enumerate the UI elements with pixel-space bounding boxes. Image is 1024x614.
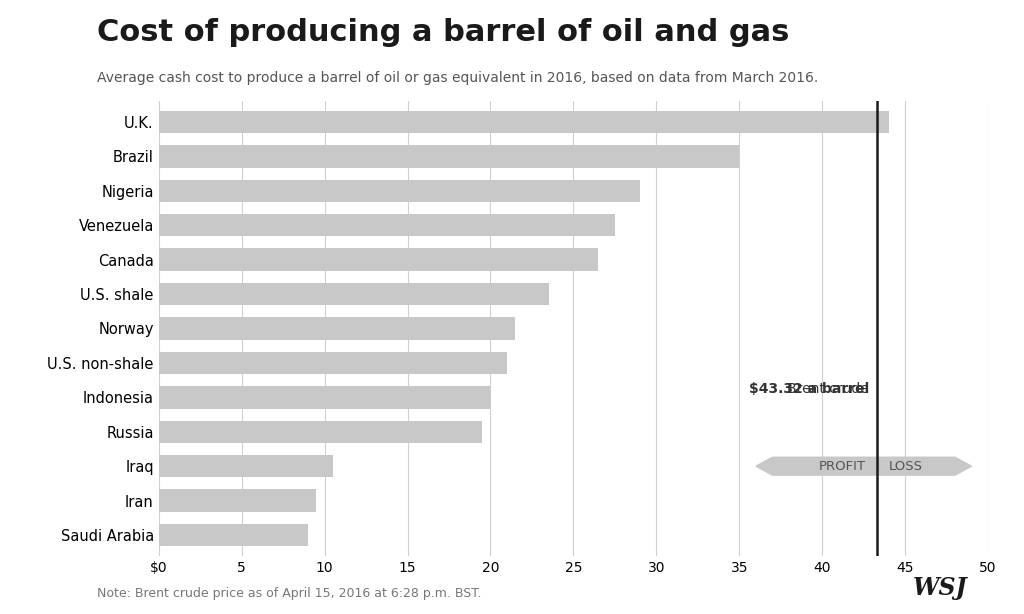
Bar	[159, 283, 549, 305]
Text: PROFIT: PROFIT	[819, 460, 865, 473]
Text: LOSS: LOSS	[889, 460, 923, 473]
Text: WSJ: WSJ	[913, 577, 968, 600]
Text: Average cash cost to produce a barrel of oil or gas equivalent in 2016, based on: Average cash cost to produce a barrel of…	[97, 71, 818, 85]
FancyArrow shape	[756, 457, 878, 475]
Bar	[159, 249, 598, 271]
Bar	[159, 455, 333, 477]
Bar	[159, 386, 490, 408]
Bar	[159, 214, 614, 236]
FancyArrow shape	[878, 457, 972, 475]
Bar	[159, 421, 482, 443]
Text: Cost of producing a barrel of oil and gas: Cost of producing a barrel of oil and ga…	[97, 18, 790, 47]
Text: $43.32 a barrel: $43.32 a barrel	[749, 365, 869, 395]
Bar	[159, 317, 515, 340]
Text: Brent crude: Brent crude	[787, 382, 869, 395]
Bar	[159, 489, 316, 512]
Text: Note: Brent crude price as of April 15, 2016 at 6:28 p.m. BST.: Note: Brent crude price as of April 15, …	[97, 588, 481, 600]
Bar	[159, 524, 308, 546]
Bar	[159, 180, 640, 202]
Bar	[159, 111, 889, 133]
Bar	[159, 352, 507, 374]
Bar	[159, 145, 739, 168]
